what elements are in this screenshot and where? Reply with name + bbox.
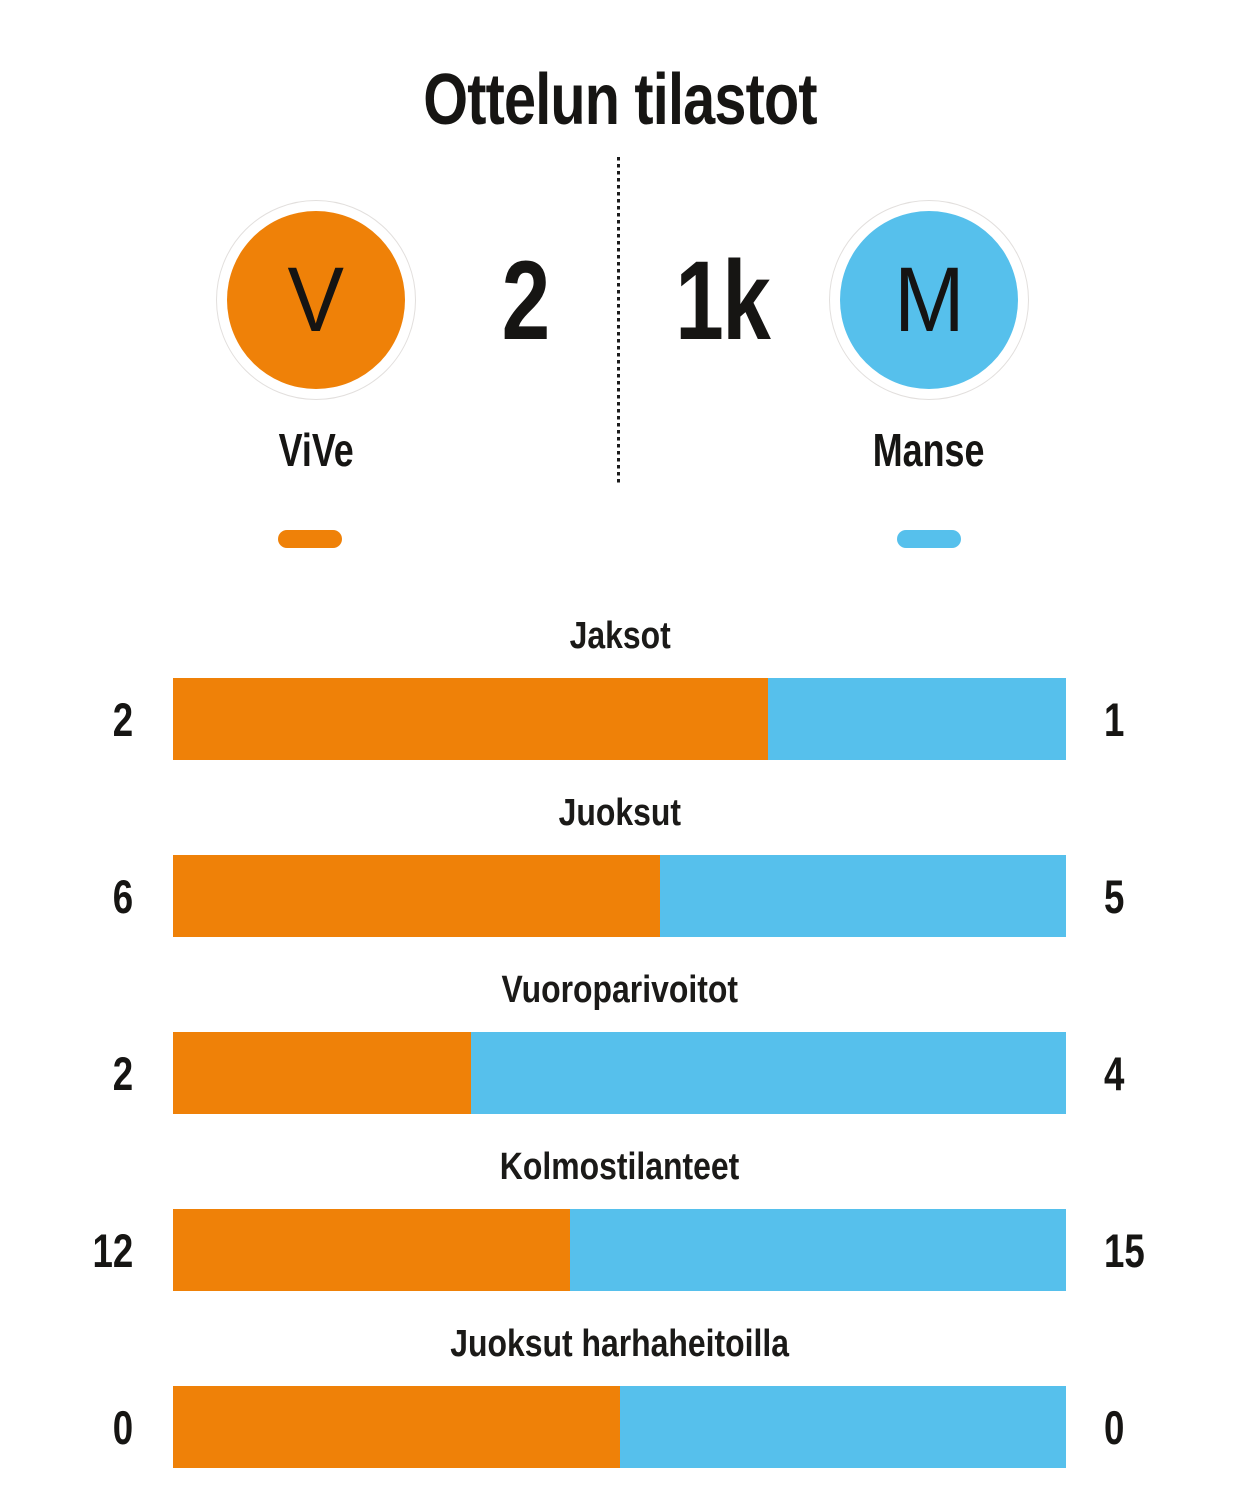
stat-value-home-text: 6 [112, 869, 133, 923]
home-team-name: ViVe [166, 424, 466, 476]
stat-label: Vuoroparivoitot [0, 970, 1240, 1018]
stat-group: Juoksut harhaheitoilla 0 0 [0, 1324, 1240, 1468]
stat-label-text: Vuoroparivoitot [501, 969, 739, 1011]
stat-bar-home-segment [173, 1032, 471, 1114]
stat-label: Juoksut harhaheitoilla [0, 1324, 1240, 1372]
stat-value-away-text: 1 [1104, 692, 1125, 746]
home-team-logo-circle: V [227, 211, 405, 389]
stat-label-text: Kolmostilanteet [500, 1146, 740, 1188]
stat-bar-home-segment [173, 678, 769, 760]
stat-label: Jaksot [0, 616, 1240, 664]
stat-label-text: Juoksut harhaheitoilla [450, 1323, 790, 1365]
stat-value-home: 2 [0, 678, 133, 760]
stat-value-home-text: 2 [112, 692, 133, 746]
stat-value-home-text: 12 [92, 1223, 133, 1277]
stat-group: Kolmostilanteet 12 15 [0, 1147, 1240, 1291]
stat-value-away-text: 5 [1104, 869, 1125, 923]
away-team-name: Manse [779, 424, 1079, 476]
away-team-legend-swatch [897, 530, 961, 548]
stat-value-home: 12 [0, 1209, 133, 1291]
stat-value-away: 0 [1104, 1386, 1240, 1468]
stat-value-away-text: 15 [1104, 1223, 1145, 1277]
stat-bar [173, 855, 1066, 937]
away-team-score-text: 1k [674, 237, 771, 363]
stat-group: Juoksut 6 5 [0, 793, 1240, 937]
stat-label: Juoksut [0, 793, 1240, 841]
stat-label-text: Juoksut [558, 792, 682, 834]
page-title: Ottelun tilastot [0, 58, 1240, 142]
stat-value-away: 15 [1104, 1209, 1240, 1291]
away-team-logo-circle: M [840, 211, 1018, 389]
stat-bar-home-segment [173, 1209, 570, 1291]
stat-bar-away-segment [569, 1209, 1066, 1291]
home-team-score: 2 [425, 208, 625, 392]
stat-group: Vuoroparivoitot 2 4 [0, 970, 1240, 1114]
stat-bar-away-segment [660, 855, 1066, 937]
home-team-score-text: 2 [501, 237, 550, 363]
stat-bar-home-segment [173, 1386, 620, 1468]
stat-value-away: 4 [1104, 1032, 1240, 1114]
stat-label: Kolmostilanteet [0, 1147, 1240, 1195]
away-team-score: 1k [622, 208, 822, 392]
stat-value-home-text: 2 [112, 1046, 133, 1100]
stat-bar [173, 1386, 1066, 1468]
stat-value-away-text: 0 [1104, 1400, 1125, 1454]
stat-value-away-text: 4 [1104, 1046, 1125, 1100]
stat-label-text: Jaksot [569, 615, 671, 657]
home-team-logo: V [216, 200, 416, 400]
stat-value-home-text: 0 [112, 1400, 133, 1454]
score-divider-dashed-line [617, 157, 620, 485]
away-team-initial: M [893, 248, 965, 351]
stat-value-away: 5 [1104, 855, 1240, 937]
stat-bar-home-segment [173, 855, 661, 937]
stat-value-home: 0 [0, 1386, 133, 1468]
page-title-text: Ottelun tilastot [423, 60, 817, 140]
stat-bar-away-segment [768, 678, 1066, 760]
stat-value-home: 6 [0, 855, 133, 937]
home-team-initial: V [287, 248, 345, 351]
stat-bar [173, 1209, 1066, 1291]
home-team-name-text: ViVe [278, 424, 354, 476]
stat-bar-away-segment [470, 1032, 1066, 1114]
stat-bar-away-segment [619, 1386, 1066, 1468]
stat-value-home: 2 [0, 1032, 133, 1114]
home-team-legend-swatch [278, 530, 342, 548]
stat-group: Jaksot 2 1 [0, 616, 1240, 760]
stat-bar [173, 678, 1066, 760]
stat-bar [173, 1032, 1066, 1114]
away-team-logo: M [829, 200, 1029, 400]
away-team-name-text: Manse [873, 424, 985, 476]
stat-value-away: 1 [1104, 678, 1240, 760]
